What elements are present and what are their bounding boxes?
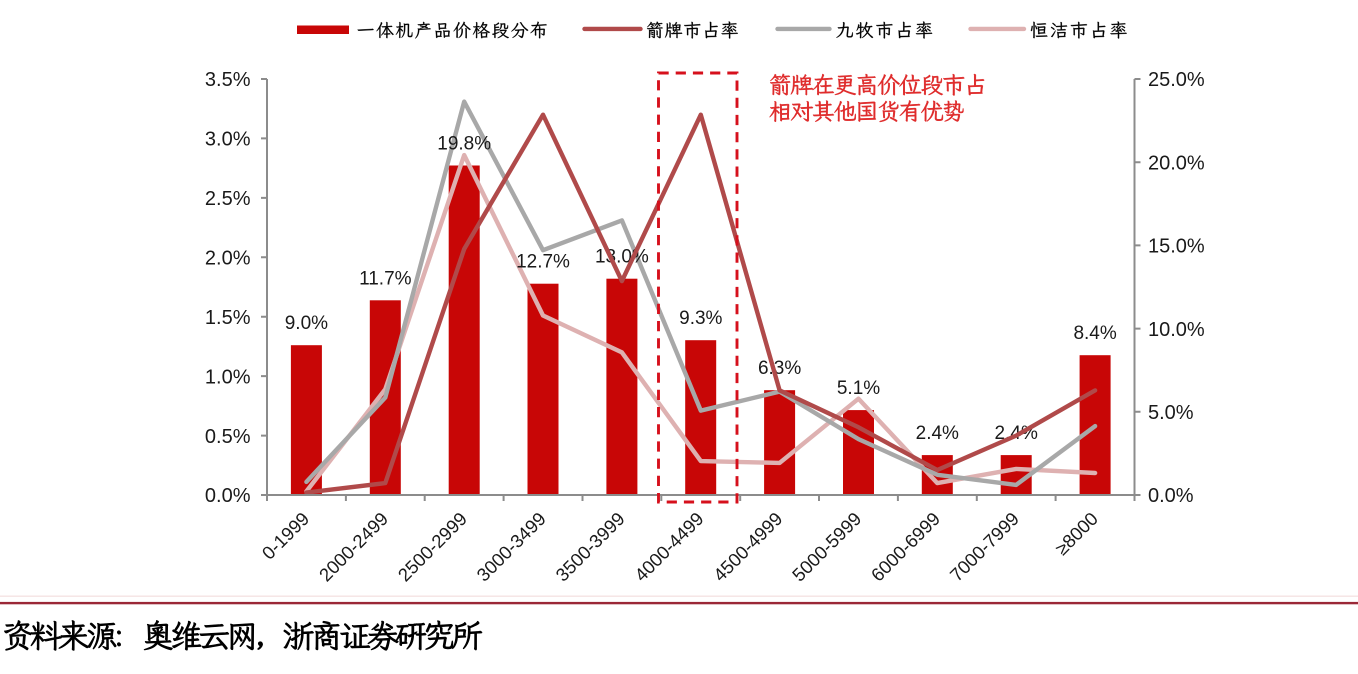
svg-text:4000-4499: 4000-4499 [630, 508, 707, 585]
svg-text:11.7%: 11.7% [359, 268, 412, 289]
svg-text:1.0%: 1.0% [205, 366, 251, 388]
svg-text:0-1999: 0-1999 [258, 508, 314, 564]
svg-text:9.0%: 9.0% [285, 313, 328, 334]
svg-text:2500-2999: 2500-2999 [394, 508, 471, 585]
svg-text:15.0%: 15.0% [1148, 236, 1205, 258]
svg-text:12.7%: 12.7% [516, 252, 570, 273]
svg-text:0.5%: 0.5% [205, 426, 251, 448]
svg-text:6.3%: 6.3% [758, 358, 801, 379]
svg-text:13.0%: 13.0% [595, 247, 649, 268]
svg-text:3500-3999: 3500-3999 [551, 508, 628, 585]
svg-text:4500-4999: 4500-4999 [709, 508, 786, 585]
svg-text:3.0%: 3.0% [205, 129, 251, 151]
svg-text:6000-6999: 6000-6999 [867, 508, 944, 585]
svg-text:2000-2499: 2000-2499 [315, 508, 392, 585]
svg-text:3.5%: 3.5% [205, 69, 251, 91]
svg-text:2.5%: 2.5% [205, 188, 251, 210]
svg-text:7000-7999: 7000-7999 [946, 508, 1023, 585]
svg-text:10.0%: 10.0% [1148, 319, 1205, 341]
svg-text:5000-5999: 5000-5999 [788, 508, 865, 585]
svg-text:0.0%: 0.0% [1148, 485, 1194, 507]
svg-text:20.0%: 20.0% [1148, 152, 1205, 174]
svg-text:9.3%: 9.3% [679, 308, 722, 329]
svg-text:8.4%: 8.4% [1073, 323, 1116, 344]
svg-text:2.0%: 2.0% [205, 248, 251, 270]
svg-text:5.0%: 5.0% [1148, 402, 1194, 424]
svg-text:3000-3499: 3000-3499 [472, 508, 549, 585]
svg-text:5.1%: 5.1% [837, 378, 880, 399]
svg-text:0.0%: 0.0% [205, 485, 251, 507]
svg-text:1.5%: 1.5% [205, 307, 251, 329]
svg-text:25.0%: 25.0% [1148, 69, 1205, 91]
svg-text:2.4%: 2.4% [916, 423, 959, 444]
svg-text:19.8%: 19.8% [437, 134, 491, 155]
svg-text:≥8000: ≥8000 [1051, 508, 1102, 559]
